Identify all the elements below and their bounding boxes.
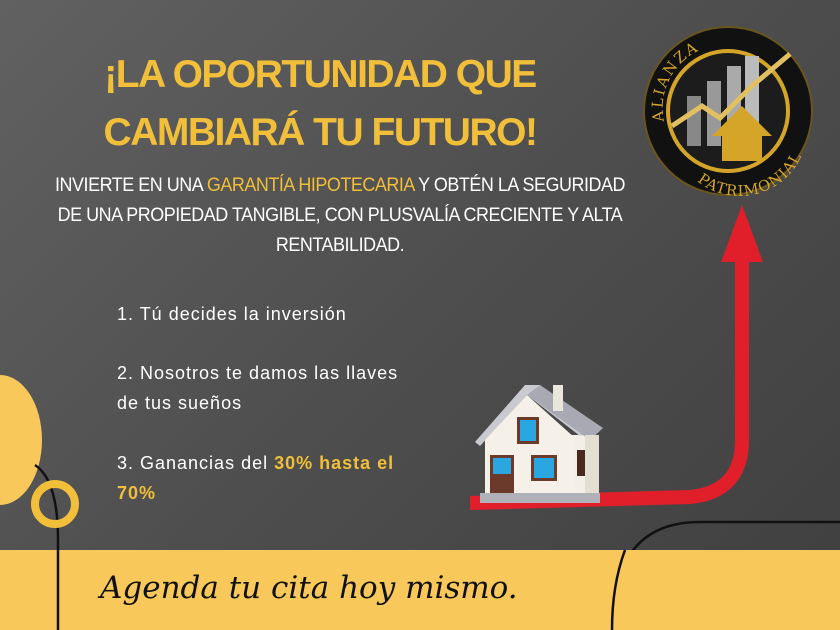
black-curve-line xyxy=(34,463,60,630)
step-2: 2. Nosotros te damos las llaves de tus s… xyxy=(117,363,399,413)
cta-text: Agenda tu cita hoy mismo. xyxy=(100,570,518,606)
house-icon xyxy=(475,385,603,503)
step-1: 1. Tú decides la inversión xyxy=(117,304,347,324)
subtitle-text-2: Y OBTÉN LA SEGURIDAD DE UNA PROPIEDAD TA… xyxy=(57,174,626,256)
cta-band xyxy=(0,550,840,630)
subtitle: INVIERTE EN UNA GARANTÍA HIPOTECARIA Y O… xyxy=(46,170,635,260)
subtitle-highlight: GARANTÍA HIPOTECARIA xyxy=(206,174,415,196)
headline: ¡LA OPORTUNIDAD QUE CAMBIARÁ TU FUTURO! xyxy=(40,46,600,162)
headline-line-1: ¡LA OPORTUNIDAD QUE xyxy=(104,53,537,96)
step-3-text: 3. Ganancias del xyxy=(117,453,275,473)
yellow-half-circle xyxy=(0,375,42,505)
subtitle-text: INVIERTE EN UNA xyxy=(55,174,207,196)
alianza-patrimonial-logo: ALIANZA PATRIMONIAL xyxy=(643,26,813,196)
step-3-highlight: 30% hasta el 70% xyxy=(117,453,395,503)
yellow-ring xyxy=(31,480,79,528)
step-3: 3. Ganancias del 30% hasta el 70% xyxy=(117,448,427,508)
headline-line-2: CAMBIARÁ TU FUTURO! xyxy=(103,111,538,154)
